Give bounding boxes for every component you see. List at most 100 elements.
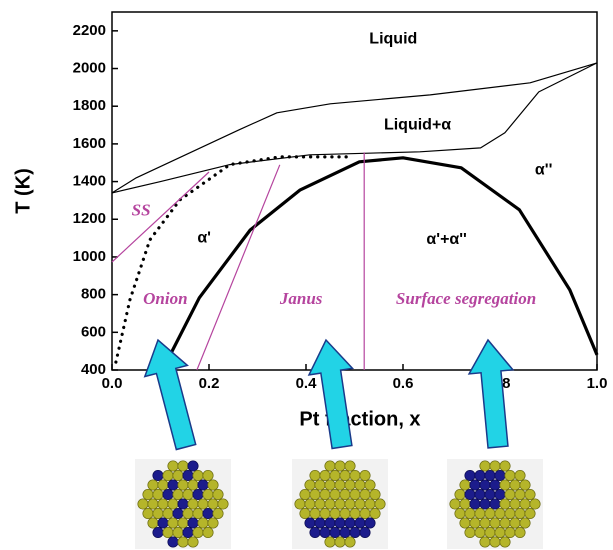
arrow xyxy=(469,340,513,448)
atom xyxy=(163,489,173,499)
annotation: α'+α'' xyxy=(426,231,466,248)
atom xyxy=(143,489,153,499)
atom xyxy=(345,537,355,547)
atom xyxy=(163,527,173,537)
atom xyxy=(213,489,223,499)
atom xyxy=(315,499,325,509)
atom xyxy=(178,461,188,471)
atom xyxy=(470,499,480,509)
atom xyxy=(350,470,360,480)
atom xyxy=(305,499,315,509)
atom xyxy=(485,470,495,480)
atom xyxy=(465,508,475,518)
atom xyxy=(330,470,340,480)
atom xyxy=(158,518,168,528)
y-tick-label: 1000 xyxy=(73,248,106,265)
atom xyxy=(505,489,515,499)
atom xyxy=(193,508,203,518)
atom xyxy=(213,508,223,518)
atom xyxy=(178,480,188,490)
y-tick-label: 1600 xyxy=(73,135,106,152)
atom xyxy=(193,489,203,499)
atom xyxy=(525,489,535,499)
atom xyxy=(505,470,515,480)
atom xyxy=(495,470,505,480)
atom xyxy=(350,527,360,537)
atom xyxy=(330,527,340,537)
atom xyxy=(178,499,188,509)
atom xyxy=(335,518,345,528)
atom xyxy=(360,527,370,537)
phase-boundary xyxy=(112,63,597,193)
atom xyxy=(305,518,315,528)
atom xyxy=(153,470,163,480)
atom xyxy=(510,518,520,528)
atom xyxy=(500,537,510,547)
x-tick-label: 0.0 xyxy=(102,375,123,392)
atom xyxy=(340,527,350,537)
atom xyxy=(480,537,490,547)
atom xyxy=(203,489,213,499)
phase-boundary xyxy=(197,165,280,370)
atom xyxy=(315,518,325,528)
atom xyxy=(490,461,500,471)
atom xyxy=(510,499,520,509)
x-tick-label: 0.6 xyxy=(393,375,414,392)
atom xyxy=(320,508,330,518)
atom xyxy=(310,489,320,499)
atom xyxy=(335,480,345,490)
atom xyxy=(360,508,370,518)
atom xyxy=(168,518,178,528)
atom xyxy=(168,480,178,490)
arrow xyxy=(145,340,196,450)
x-tick-label: 1.0 xyxy=(587,375,608,392)
atom xyxy=(515,508,525,518)
atom xyxy=(203,470,213,480)
y-tick-label: 1800 xyxy=(73,97,106,114)
atom xyxy=(168,537,178,547)
atom xyxy=(340,489,350,499)
atom xyxy=(350,508,360,518)
atom xyxy=(208,480,218,490)
atom xyxy=(505,508,515,518)
atom xyxy=(193,470,203,480)
atom xyxy=(520,480,530,490)
atom xyxy=(460,518,470,528)
annotation: Surface segregation xyxy=(396,289,536,308)
atom xyxy=(465,527,475,537)
atom xyxy=(188,518,198,528)
atom xyxy=(510,480,520,490)
atom xyxy=(345,461,355,471)
atom xyxy=(193,527,203,537)
atom xyxy=(178,537,188,547)
atom xyxy=(475,508,485,518)
atom xyxy=(525,508,535,518)
annotation: α'' xyxy=(535,161,552,178)
atom xyxy=(325,499,335,509)
atom xyxy=(173,470,183,480)
atom xyxy=(470,518,480,528)
atom xyxy=(495,489,505,499)
atom xyxy=(500,518,510,528)
atom xyxy=(198,518,208,528)
y-tick-label: 800 xyxy=(81,286,106,303)
atom xyxy=(505,527,515,537)
y-axis-label: T (K) xyxy=(12,168,34,214)
atom xyxy=(320,470,330,480)
atom xyxy=(173,489,183,499)
atom xyxy=(173,508,183,518)
atom xyxy=(520,499,530,509)
atom xyxy=(295,499,305,509)
atom xyxy=(340,470,350,480)
atom xyxy=(355,518,365,528)
atom xyxy=(330,489,340,499)
atom xyxy=(335,461,345,471)
atom xyxy=(470,480,480,490)
atom xyxy=(320,527,330,537)
atom xyxy=(325,461,335,471)
atom xyxy=(365,518,375,528)
figure: Pt fraction, x T (K) 4006008001000120014… xyxy=(0,0,613,550)
atom xyxy=(345,499,355,509)
atom xyxy=(500,499,510,509)
atom xyxy=(188,480,198,490)
